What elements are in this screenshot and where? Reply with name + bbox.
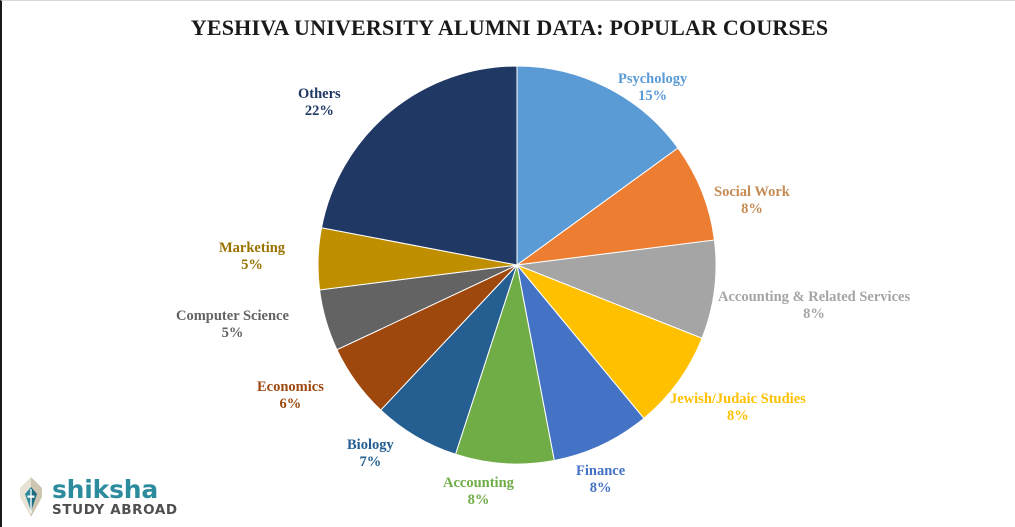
pie-slice: Jewish/Judaic Studies 8% [516,264,703,420]
pie-label-psychology-name: Psychology [618,71,688,87]
pie-slice: Others 22% [320,65,518,266]
logo-wordmark: shiksha [52,474,159,504]
pen-nib-icon [20,477,42,517]
pie-label-jewish-judaic-studies: Jewish/Judaic Studies 8% [670,391,806,425]
pie-label-economics: Economics 6% [257,379,324,413]
pie-label-psychology: Psychology 15% [618,71,687,105]
shiksha-logo: shiksha STUDY ABROAD [14,475,178,519]
pie-label-jewish-judaic-studies-name: Jewish/Judaic Studies [670,391,806,407]
pie-label-biology-value: 7% [359,454,382,471]
logo-text: shiksha STUDY ABROAD [52,477,178,518]
pie-label-finance-value: 8% [589,480,612,497]
pie-label-accounting: Accounting 8% [443,475,514,509]
pie-label-accounting-value: 8% [467,492,490,509]
pie-label-marketing-name: Marketing [219,240,286,256]
logo-tagline: STUDY ABROAD [52,501,178,518]
pie-label-psychology-value: 15% [638,88,668,105]
pie-label-biology: Biology 7% [347,437,394,471]
pie-label-economics-name: Economics [257,379,324,395]
pie-label-computer-science-name: Computer Science [176,308,289,324]
pie-label-computer-science: Computer Science 5% [176,308,289,342]
pie-label-others-name: Others [298,86,341,102]
pie-slice: Accounting 8% [454,264,555,465]
pie-svg: Psychology 15%Social Work 8%Accounting &… [317,65,717,465]
pie-slice: Psychology 15% [516,65,679,266]
pie-label-social-work-name: Social Work [714,184,790,200]
pie-label-accounting-related-services: Accounting & Related Services 8% [718,289,910,323]
pie-label-marketing-value: 5% [241,257,263,274]
pie-slice: Social Work 8% [516,147,715,266]
pie-label-economics-value: 6% [279,396,302,413]
pie-label-computer-science-value: 5% [221,325,244,342]
pie-label-finance: Finance 8% [576,463,625,497]
pie-label-marketing: Marketing 5% [219,240,285,274]
pie-label-others: Others 22% [298,86,341,120]
pie-label-others-value: 22% [304,103,334,120]
pie-label-accounting-related-services-value: 8% [803,306,825,323]
chart-title: YESHIVA UNIVERSITY ALUMNI DATA: POPULAR … [190,15,829,40]
pie-label-biology-name: Biology [347,437,394,453]
pie-slice: Accounting & Related Services 8% [516,239,717,339]
pie-label-finance-name: Finance [576,463,626,479]
pie-slice: Finance 8% [516,264,645,462]
pie-chart: Psychology 15%Social Work 8%Accounting &… [317,65,717,465]
pie-label-jewish-judaic-studies-value: 8% [727,408,749,425]
pie-label-social-work-value: 8% [741,201,763,218]
pie-label-accounting-name: Accounting [443,475,514,491]
pie-label-accounting-related-services-name: Accounting & Related Services [718,289,911,305]
pie-label-social-work: Social Work 8% [714,184,790,218]
